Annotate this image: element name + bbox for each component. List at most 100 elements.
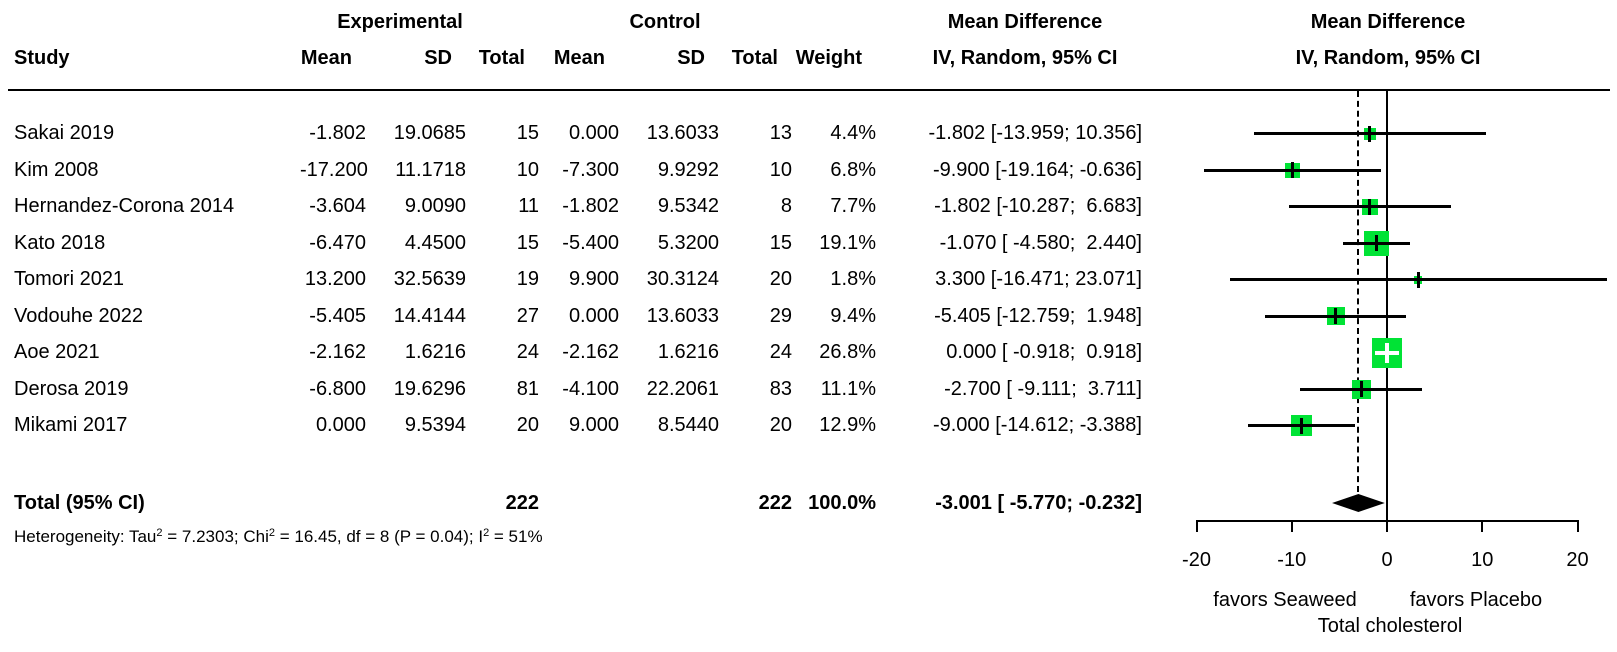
- header-rule: [8, 89, 1610, 91]
- cell-study: Aoe 2021: [14, 341, 100, 363]
- cell-exp_total: 81: [516, 377, 539, 400]
- column-header-study: Study: [14, 47, 70, 69]
- point-tick: [1375, 235, 1379, 251]
- cell-weight: 7.7%: [830, 195, 876, 217]
- column-header-total-control: Total: [731, 47, 778, 69]
- cell-ci_text: -1.802 [-10.287; 6.683]: [934, 195, 1142, 217]
- superscript: 2: [483, 527, 490, 539]
- cell-ctrl_sd: 9.9292: [657, 158, 719, 181]
- cell-exp_total: 20: [516, 414, 539, 436]
- group-header-experimental: Experimental: [337, 11, 463, 33]
- cell-ctrl_mean: -5.400: [562, 231, 619, 254]
- cell-ctrl_sd: 13.6033: [646, 122, 719, 144]
- column-header-sd-experimental: SD: [424, 47, 452, 69]
- cell-exp_sd: 19.6296: [393, 377, 466, 400]
- cell-exp_total: 19: [516, 268, 539, 290]
- cell-exp_mean: 0.000: [315, 414, 366, 436]
- heterogeneity-text: = 51%: [489, 527, 543, 546]
- x-axis-title: Total cholesterol: [1317, 615, 1463, 637]
- x-axis-tick-label: -10: [1277, 549, 1307, 571]
- cell-ctrl_total: 222: [758, 491, 792, 514]
- cell-ctrl_total: 20: [769, 414, 792, 436]
- cell-exp_sd: 19.0685: [393, 122, 466, 144]
- cell-ctrl_sd: 13.6033: [646, 304, 719, 327]
- cell-ctrl_mean: 0.000: [568, 122, 619, 144]
- point-tick: [1334, 308, 1338, 324]
- table-row-derosa-2019: Derosa 2019 -6.800 19.6296 81 -4.100 22.2061 8…: [0, 371, 1142, 408]
- cell-study: Kato 2018: [14, 231, 106, 254]
- favors-right-label: favors Placebo: [1409, 589, 1543, 611]
- table-row-vodouhe-2022: Vodouhe 2022 -5.405 14.4144 27 0.000 13.6033 2…: [0, 298, 1142, 335]
- point-tick: [1359, 381, 1363, 397]
- table-row-total: Total (95% CI) 222 222 100.0% -3.001 [ -5.77…: [0, 485, 1142, 522]
- cell-study: Hernandez-Corona 2014: [14, 195, 235, 217]
- cell-exp_sd: 11.1718: [395, 158, 466, 181]
- cell-weight: 4.4%: [830, 122, 876, 144]
- cell-weight: 100.0%: [808, 491, 876, 514]
- cell-study: Tomori 2021: [14, 268, 125, 290]
- cell-exp_mean: -6.470: [309, 231, 366, 254]
- cell-ctrl_mean: 0.000: [568, 304, 619, 327]
- cell-exp_mean: -1.802: [309, 122, 366, 144]
- cell-exp_sd: 1.6216: [404, 341, 466, 363]
- column-header-weight: Weight: [795, 47, 862, 69]
- cell-ci_text: -5.405 [-12.759; 1.948]: [934, 304, 1142, 327]
- cell-study: Sakai 2019: [14, 122, 115, 144]
- cell-exp_mean: -5.405: [309, 304, 366, 327]
- cell-weight: 6.8%: [830, 158, 876, 181]
- superscript: 2: [268, 527, 275, 539]
- cell-ci_text: -9.900 [-19.164; -0.636]: [932, 158, 1142, 181]
- heterogeneity-note: Heterogeneity: Tau2 = 7.2303; Chi2 = 16.…: [14, 527, 543, 547]
- table-row-kim-2008: Kim 2008 -17.200 11.1718 10 -7.300 9.9292 10 6.…: [0, 152, 1142, 189]
- column-header-mean-control: Mean: [553, 47, 605, 69]
- table-row-aoe-2021: Aoe 2021 -2.162 1.6216 24 -2.162 1.6216 24 26.8…: [0, 334, 1142, 371]
- cell-exp_sd: 14.4144: [393, 304, 466, 327]
- cell-study: Mikami 2017: [14, 414, 128, 436]
- cell-ci_text: -3.001 [ -5.770; -0.232]: [935, 491, 1142, 514]
- cell-ci_text: -2.700 [ -9.111; 3.711]: [944, 377, 1142, 400]
- cell-weight: 1.8%: [830, 268, 876, 290]
- cell-exp_mean: -3.604: [309, 195, 366, 217]
- cell-study: Vodouhe 2022: [14, 304, 144, 327]
- table-row-sakai-2019: Sakai 2019 -1.802 19.0685 15 0.000 13.6033 13 4…: [0, 115, 1142, 152]
- x-axis-tick: [1386, 520, 1388, 532]
- point-tick: [1299, 417, 1303, 434]
- table-row-kato-2018: Kato 2018 -6.470 4.4500 15 -5.400 5.3200 15 19.…: [0, 225, 1142, 262]
- cell-study: Derosa 2019: [14, 377, 129, 400]
- superscript: 2: [156, 527, 163, 539]
- x-axis-tick-label: 20: [1566, 549, 1589, 571]
- group-header-mean-difference-text: Mean Difference: [947, 11, 1103, 33]
- cell-ctrl_sd: 22.2061: [646, 377, 719, 400]
- point-tick: [1368, 125, 1372, 142]
- x-axis-tick: [1481, 520, 1484, 532]
- column-header-mean-experimental: Mean: [300, 47, 352, 69]
- study-table: Sakai 2019 -1.802 19.0685 15 0.000 13.6033 13 4…: [0, 115, 1142, 522]
- cell-weight: 26.8%: [819, 341, 876, 363]
- table-row-hernandez-corona-2014: Hernandez-Corona 2014 -3.604 9.0090 11 -1.80…: [0, 188, 1142, 225]
- cell-exp_sd: 9.0090: [404, 195, 466, 217]
- cell-exp_total: 24: [516, 341, 539, 363]
- cell-ctrl_mean: -7.300: [562, 158, 619, 181]
- cell-exp_total: 15: [516, 122, 539, 144]
- heterogeneity-text: Heterogeneity: Tau: [14, 527, 157, 546]
- group-header-mean-difference-plot: Mean Difference: [1310, 11, 1466, 33]
- cell-ctrl_mean: -4.100: [562, 377, 619, 400]
- pooled-dashed-line: [1357, 91, 1360, 492]
- cell-ctrl_total: 15: [769, 231, 792, 254]
- cell-ci_text: 0.000 [ -0.918; 0.918]: [940, 341, 1142, 363]
- zero-line: [1386, 91, 1388, 522]
- x-axis-tick: [1290, 520, 1293, 532]
- cell-weight: 19.1%: [819, 231, 876, 254]
- cell-weight: 11.1%: [820, 377, 876, 400]
- cell-ctrl_sd: 30.3124: [646, 268, 719, 290]
- cell-exp_mean: -2.162: [309, 341, 366, 363]
- point-tick: [1291, 162, 1295, 178]
- pooled-diamond: [1332, 494, 1385, 512]
- point-tick-white: [1385, 342, 1389, 363]
- cell-weight: 9.4%: [830, 304, 876, 327]
- cell-ci_text: -1.070 [ -4.580; 2.440]: [939, 231, 1142, 254]
- cell-exp_total: 222: [505, 491, 539, 514]
- cell-ctrl_mean: -1.802: [562, 195, 619, 217]
- table-row-tomori-2021: Tomori 2021 13.200 32.5639 19 9.900 30.3124 20…: [0, 261, 1142, 298]
